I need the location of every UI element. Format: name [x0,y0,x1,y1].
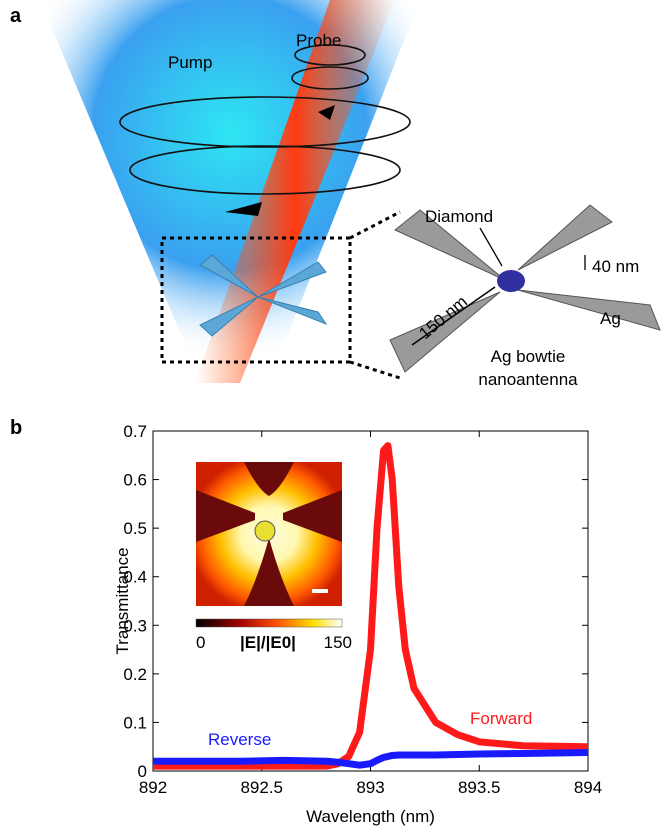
x-tick-label: 893 [356,778,384,797]
x-tick-label: 892.5 [240,778,283,797]
colorbar-tick-label: 150 [324,633,352,652]
series-label: Reverse [208,730,271,749]
line-series [153,753,588,766]
x-tick-label: 894 [574,778,602,797]
colorbar-tick-label: 0 [196,633,205,652]
diamond-label: Diamond [425,207,493,226]
antenna-label: Ag bowtie [491,347,566,366]
colorbar-label: |E|/|E0| [240,633,296,652]
y-axis-label: Transmittance [113,547,132,654]
panel-label: a [10,5,22,27]
x-tick-label: 892 [139,778,167,797]
thickness-label: 40 nm [592,257,639,276]
x-tick-label: 893.5 [458,778,501,797]
y-tick-label: 0.1 [123,713,147,732]
y-tick-label: 0.6 [123,471,147,490]
pump-label: Pump [168,53,212,72]
y-tick-label: 0.7 [123,422,147,441]
x-axis-label: Wavelength (nm) [306,807,435,826]
probe-label: Probe [296,31,341,50]
y-tick-label: 0.5 [123,519,147,538]
panel-label: b [10,417,22,439]
series-label: Forward [470,709,532,728]
figure: a Pump Probe Diamond 40 nm 150 nm Ag Ag … [0,0,665,833]
y-tick-label: 0.2 [123,665,147,684]
metal-label: Ag [600,309,621,328]
inset-map [196,462,342,627]
illustration [40,0,660,383]
antenna-label: nanoantenna [478,370,578,389]
